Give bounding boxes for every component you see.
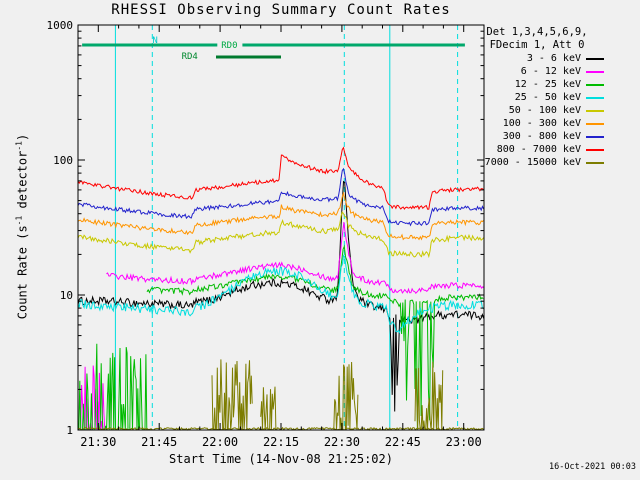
x-tick-label: 21:45 — [141, 435, 177, 449]
flag-label-rd0: RD0 — [221, 41, 237, 51]
legend-item-swatch — [586, 57, 604, 60]
legend-item-label: 6 - 12 keV — [520, 66, 581, 77]
y-axis-label-sup1: -1 — [14, 215, 24, 226]
series-line-100-300-kev — [77, 191, 484, 241]
legend-item-swatch — [586, 161, 604, 164]
legend-item-swatch — [586, 122, 604, 125]
flag-bar-row1 — [216, 55, 281, 59]
series-comb-7000-15000-kev — [414, 361, 444, 431]
x-tick-label: 22:45 — [385, 435, 421, 449]
flag-bar-row0 — [242, 43, 465, 47]
series-lines-group — [77, 146, 485, 431]
legend-item-label: 300 - 800 keV — [502, 131, 581, 142]
series-comb-7000-15000-kev — [333, 361, 359, 431]
legend-item-label: 50 - 100 keV — [508, 105, 581, 116]
x-tick-label: 22:15 — [263, 435, 299, 449]
y-axis-label-mid: detector — [15, 150, 30, 216]
legend-item: 300 - 800 keV — [452, 130, 628, 143]
legend-item-label: 800 - 7000 keV — [496, 144, 581, 155]
axes-group — [77, 24, 485, 431]
y-tick-label: 1000 — [47, 19, 74, 32]
flag-bar-row0 — [82, 43, 218, 47]
series-line-25-50-kev — [77, 254, 484, 335]
series-line-50-100-kev — [77, 210, 484, 259]
flag-bars-group: N RD0 RD4 — [82, 36, 465, 62]
legend-header-detectors: Det 1,3,4,5,6,9, — [486, 26, 588, 38]
legend-item: 3 - 6 keV — [452, 52, 628, 65]
legend-item: 800 - 7000 keV — [452, 143, 628, 156]
tick-labels-group: 21:30 21:45 22:00 22:15 22:30 22:45 23:00 1 10 10… — [47, 19, 482, 449]
series-comb-7000-15000-kev — [211, 359, 253, 431]
y-tick-label: 1 — [66, 424, 73, 437]
legend-item-swatch — [586, 135, 604, 138]
series-line-3-6-kev — [77, 180, 485, 412]
flag-label-n: N — [152, 36, 157, 46]
legend-item-swatch — [586, 70, 604, 73]
chart-title: RHESSI Observing Summary Count Rates — [111, 2, 451, 18]
series-line-6-12-kev — [106, 221, 485, 294]
legend-item-swatch — [586, 96, 604, 99]
legend-item: 12 - 25 keV — [452, 78, 628, 91]
x-tick-label: 22:30 — [324, 435, 360, 449]
legend-item-swatch — [586, 109, 604, 112]
flag-label-rd4: RD4 — [182, 52, 198, 62]
legend-item-swatch — [586, 148, 604, 151]
legend-item-swatch — [586, 83, 604, 86]
x-tick-label: 22:00 — [202, 435, 238, 449]
legend-item-label: 7000 - 15000 keV — [484, 157, 581, 168]
series-comb-12-25-kev — [78, 343, 148, 431]
legend-item: 6 - 12 keV — [452, 65, 628, 78]
legend-item-label: 12 - 25 keV — [514, 79, 581, 90]
x-tick-label: 23:00 — [446, 435, 482, 449]
series-line-800-7000-kev — [77, 146, 484, 211]
legend-item: 25 - 50 keV — [452, 91, 628, 104]
y-tick-label: 100 — [53, 154, 73, 167]
legend-item-label: 100 - 300 keV — [502, 118, 581, 129]
x-tick-label: 21:30 — [80, 435, 116, 449]
legend: Det 1,3,4,5,6,9, FDecim 1, Att 0 3 - 6 k… — [452, 26, 628, 169]
legend-header-decimation: FDecim 1, Att 0 — [489, 39, 585, 51]
y-tick-label: 10 — [60, 289, 73, 302]
y-axis-label-sup2: -1 — [14, 141, 24, 151]
legend-items: 3 - 6 keV 6 - 12 keV 12 - 25 keV 25 - 50 ke… — [452, 52, 628, 169]
series-line-12-25-kev — [146, 244, 484, 430]
y-axis-label-post: ) — [15, 133, 30, 141]
series-line-300-800-kev — [77, 167, 485, 227]
legend-item-label: 25 - 50 keV — [514, 92, 581, 103]
legend-item: 50 - 100 keV — [452, 104, 628, 117]
legend-item: 100 - 300 keV — [452, 117, 628, 130]
y-axis-label-text: Count Rate (s — [15, 225, 30, 320]
x-axis-label: Start Time (14-Nov-08 21:25:02) — [169, 452, 393, 466]
y-axis-label: Count Rate (s-1 detector-1) — [15, 97, 30, 357]
legend-item: 7000 - 15000 keV — [452, 156, 628, 169]
series-comb-7000-15000-kev — [260, 386, 277, 431]
creation-timestamp: 16-Oct-2021 00:03 — [549, 462, 636, 472]
legend-item-label: 3 - 6 keV — [526, 53, 581, 64]
